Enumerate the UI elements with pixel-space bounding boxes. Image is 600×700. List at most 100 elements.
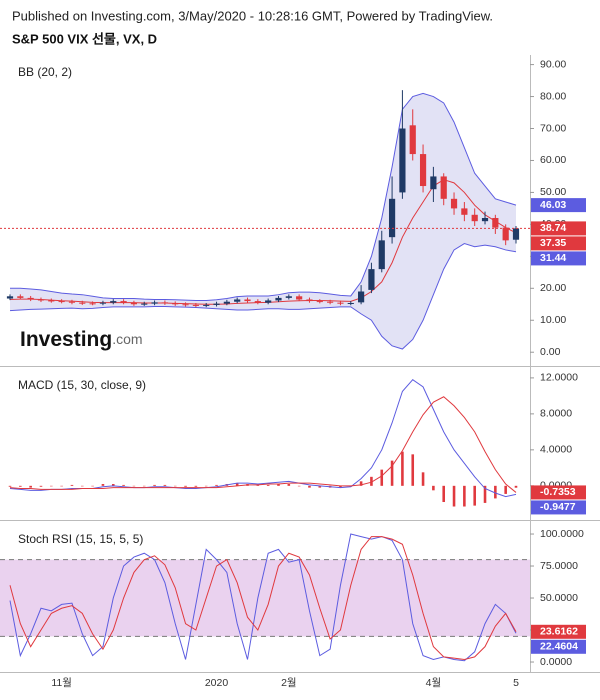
candle-body — [79, 302, 86, 304]
candle-body — [512, 228, 520, 240]
candle-body — [203, 304, 210, 306]
y-tick-label: 4.0000 — [540, 444, 572, 456]
histogram-bar — [287, 484, 291, 486]
pane-title: MACD (15, 30, close, 9) — [18, 378, 146, 392]
band-fill — [0, 559, 530, 637]
histogram-bar — [8, 485, 12, 487]
histogram-bar — [514, 485, 518, 488]
histogram-bar — [29, 485, 32, 488]
candle-body — [161, 302, 168, 304]
published-note: Published on Investing.com, 3/May/2020 -… — [12, 8, 493, 23]
band-fill — [10, 93, 516, 350]
value-tag — [531, 198, 586, 213]
candle-body — [6, 296, 14, 299]
histogram-bar — [370, 476, 373, 486]
y-tick-label: 10.00 — [540, 314, 566, 326]
histogram-bar — [235, 483, 239, 486]
candle-body — [450, 198, 458, 209]
candle-body — [120, 301, 127, 303]
histogram-bar — [80, 485, 84, 487]
histogram-bar — [463, 485, 466, 507]
x-tick-label: 11월 — [51, 677, 72, 689]
candle-body — [130, 302, 138, 305]
band-line — [10, 92, 517, 301]
histogram-bar — [39, 485, 43, 487]
candle-body — [110, 301, 117, 303]
histogram-bar — [318, 485, 322, 488]
candle-body — [419, 154, 427, 187]
candle-body — [17, 296, 24, 298]
y-tick-label: 60.00 — [540, 154, 566, 166]
logo-suffix: .com — [112, 331, 142, 347]
histogram-bar — [473, 485, 476, 506]
band-line — [9, 243, 517, 350]
histogram-bar — [483, 485, 487, 503]
candle-body — [37, 299, 45, 301]
candle-body — [223, 301, 230, 304]
x-tick-label: 2020 — [205, 677, 229, 689]
histogram-bar — [297, 485, 301, 487]
candle-body — [296, 296, 303, 300]
candle-body — [234, 299, 241, 302]
candle-body — [141, 303, 148, 305]
histogram-bar — [442, 485, 446, 503]
histogram-bar — [308, 485, 311, 488]
y-tick-label: 0.00 — [540, 346, 561, 358]
candle-body — [471, 214, 478, 222]
value-tag-label: 37.35 — [540, 237, 566, 249]
pane-title: Stoch RSI (15, 15, 5, 5) — [18, 532, 143, 546]
histogram-bar — [401, 451, 404, 486]
y-tick-label: 80.00 — [540, 90, 566, 102]
value-tag-label: 23.6162 — [540, 626, 578, 638]
y-tick-label: 70.00 — [540, 122, 566, 134]
y-tick-label: 20.00 — [540, 282, 566, 294]
candle-body — [481, 217, 489, 222]
histogram-bar — [50, 485, 53, 487]
histogram-bar — [184, 485, 187, 487]
candle-body — [388, 198, 396, 238]
histogram-bar — [111, 484, 115, 486]
y-tick-label: 12.0000 — [540, 372, 578, 384]
stoch-line — [9, 533, 517, 662]
candle-body — [254, 301, 261, 303]
value-tag-label: -0.9477 — [540, 501, 576, 513]
candle-body — [182, 304, 189, 306]
y-tick-label: 75.0000 — [540, 560, 578, 572]
candle-body — [492, 217, 499, 228]
pane-title: BB (20, 2) — [18, 65, 72, 79]
histogram-bar — [277, 484, 280, 486]
x-tick-label: 4월 — [426, 677, 442, 689]
value-tag-label: 22.4604 — [540, 641, 578, 653]
candle-body — [89, 303, 96, 305]
value-tag — [531, 639, 586, 654]
histogram-bar — [411, 454, 415, 486]
y-tick-label: 90.00 — [540, 58, 566, 70]
histogram-bar — [132, 485, 136, 487]
histogram-bar — [122, 484, 125, 486]
histogram-bar — [101, 484, 105, 486]
value-tag — [531, 251, 586, 266]
candle-body — [327, 301, 334, 303]
y-tick-label: 8.0000 — [540, 408, 572, 420]
histogram-bar — [421, 472, 425, 486]
candle-body — [316, 301, 323, 303]
candle-body — [265, 300, 272, 303]
histogram-bar — [60, 485, 63, 487]
value-tag-label: 31.44 — [540, 252, 566, 264]
candle-body — [275, 297, 282, 301]
y-tick-label: 100.0000 — [540, 528, 584, 540]
histogram-bar — [204, 485, 208, 487]
histogram-bar — [194, 485, 198, 487]
logo-name: Investing — [20, 328, 112, 351]
candle-body — [192, 304, 199, 306]
candle-body — [430, 176, 437, 190]
candle-body — [502, 227, 509, 241]
value-tag-label: 38.74 — [540, 222, 566, 234]
candle-body — [244, 299, 251, 302]
value-tag — [531, 624, 586, 639]
candle-body — [27, 297, 34, 300]
histogram-bar — [432, 485, 435, 491]
histogram-bar — [266, 484, 270, 486]
histogram-bar — [452, 485, 456, 507]
